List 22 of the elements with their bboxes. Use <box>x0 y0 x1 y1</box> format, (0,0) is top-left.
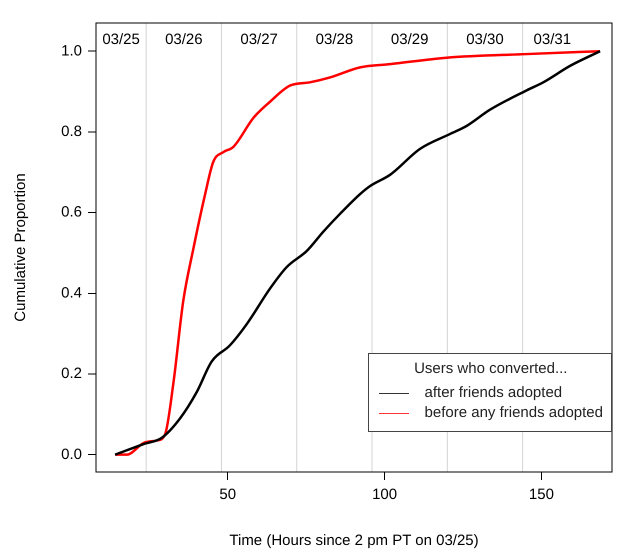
x-axis-title: Time (Hours since 2 pm PT on 03/25) <box>229 532 479 550</box>
annotation: 03/28 <box>316 31 354 48</box>
legend-label: before any friends adopted <box>424 403 603 423</box>
y-tick-label: 0.6 <box>61 204 82 221</box>
legend-label: after friends adopted <box>424 383 562 403</box>
annotation: 03/26 <box>165 31 203 48</box>
x-tick-label: 50 <box>219 486 236 504</box>
annotation: 03/30 <box>466 31 504 48</box>
line-series <box>114 50 602 456</box>
annotation: 03/29 <box>390 31 428 48</box>
y-axis-title: Cumulative Proportion <box>12 173 30 322</box>
y-tick-label: 1.0 <box>61 42 82 60</box>
legend-title: Users who converted... <box>413 360 568 377</box>
annotation: 03/25 <box>102 31 140 48</box>
y-tick-label: 0.2 <box>61 365 82 382</box>
annotation: 03/31 <box>534 31 572 48</box>
x-tick-label: 100 <box>372 486 398 504</box>
x-tick-label: 150 <box>528 486 554 504</box>
annotation: 03/27 <box>240 31 278 48</box>
y-tick-label: 0.4 <box>61 284 82 302</box>
y-tick-label: 0.8 <box>61 123 82 140</box>
y-tick-label: 0.0 <box>61 446 82 463</box>
